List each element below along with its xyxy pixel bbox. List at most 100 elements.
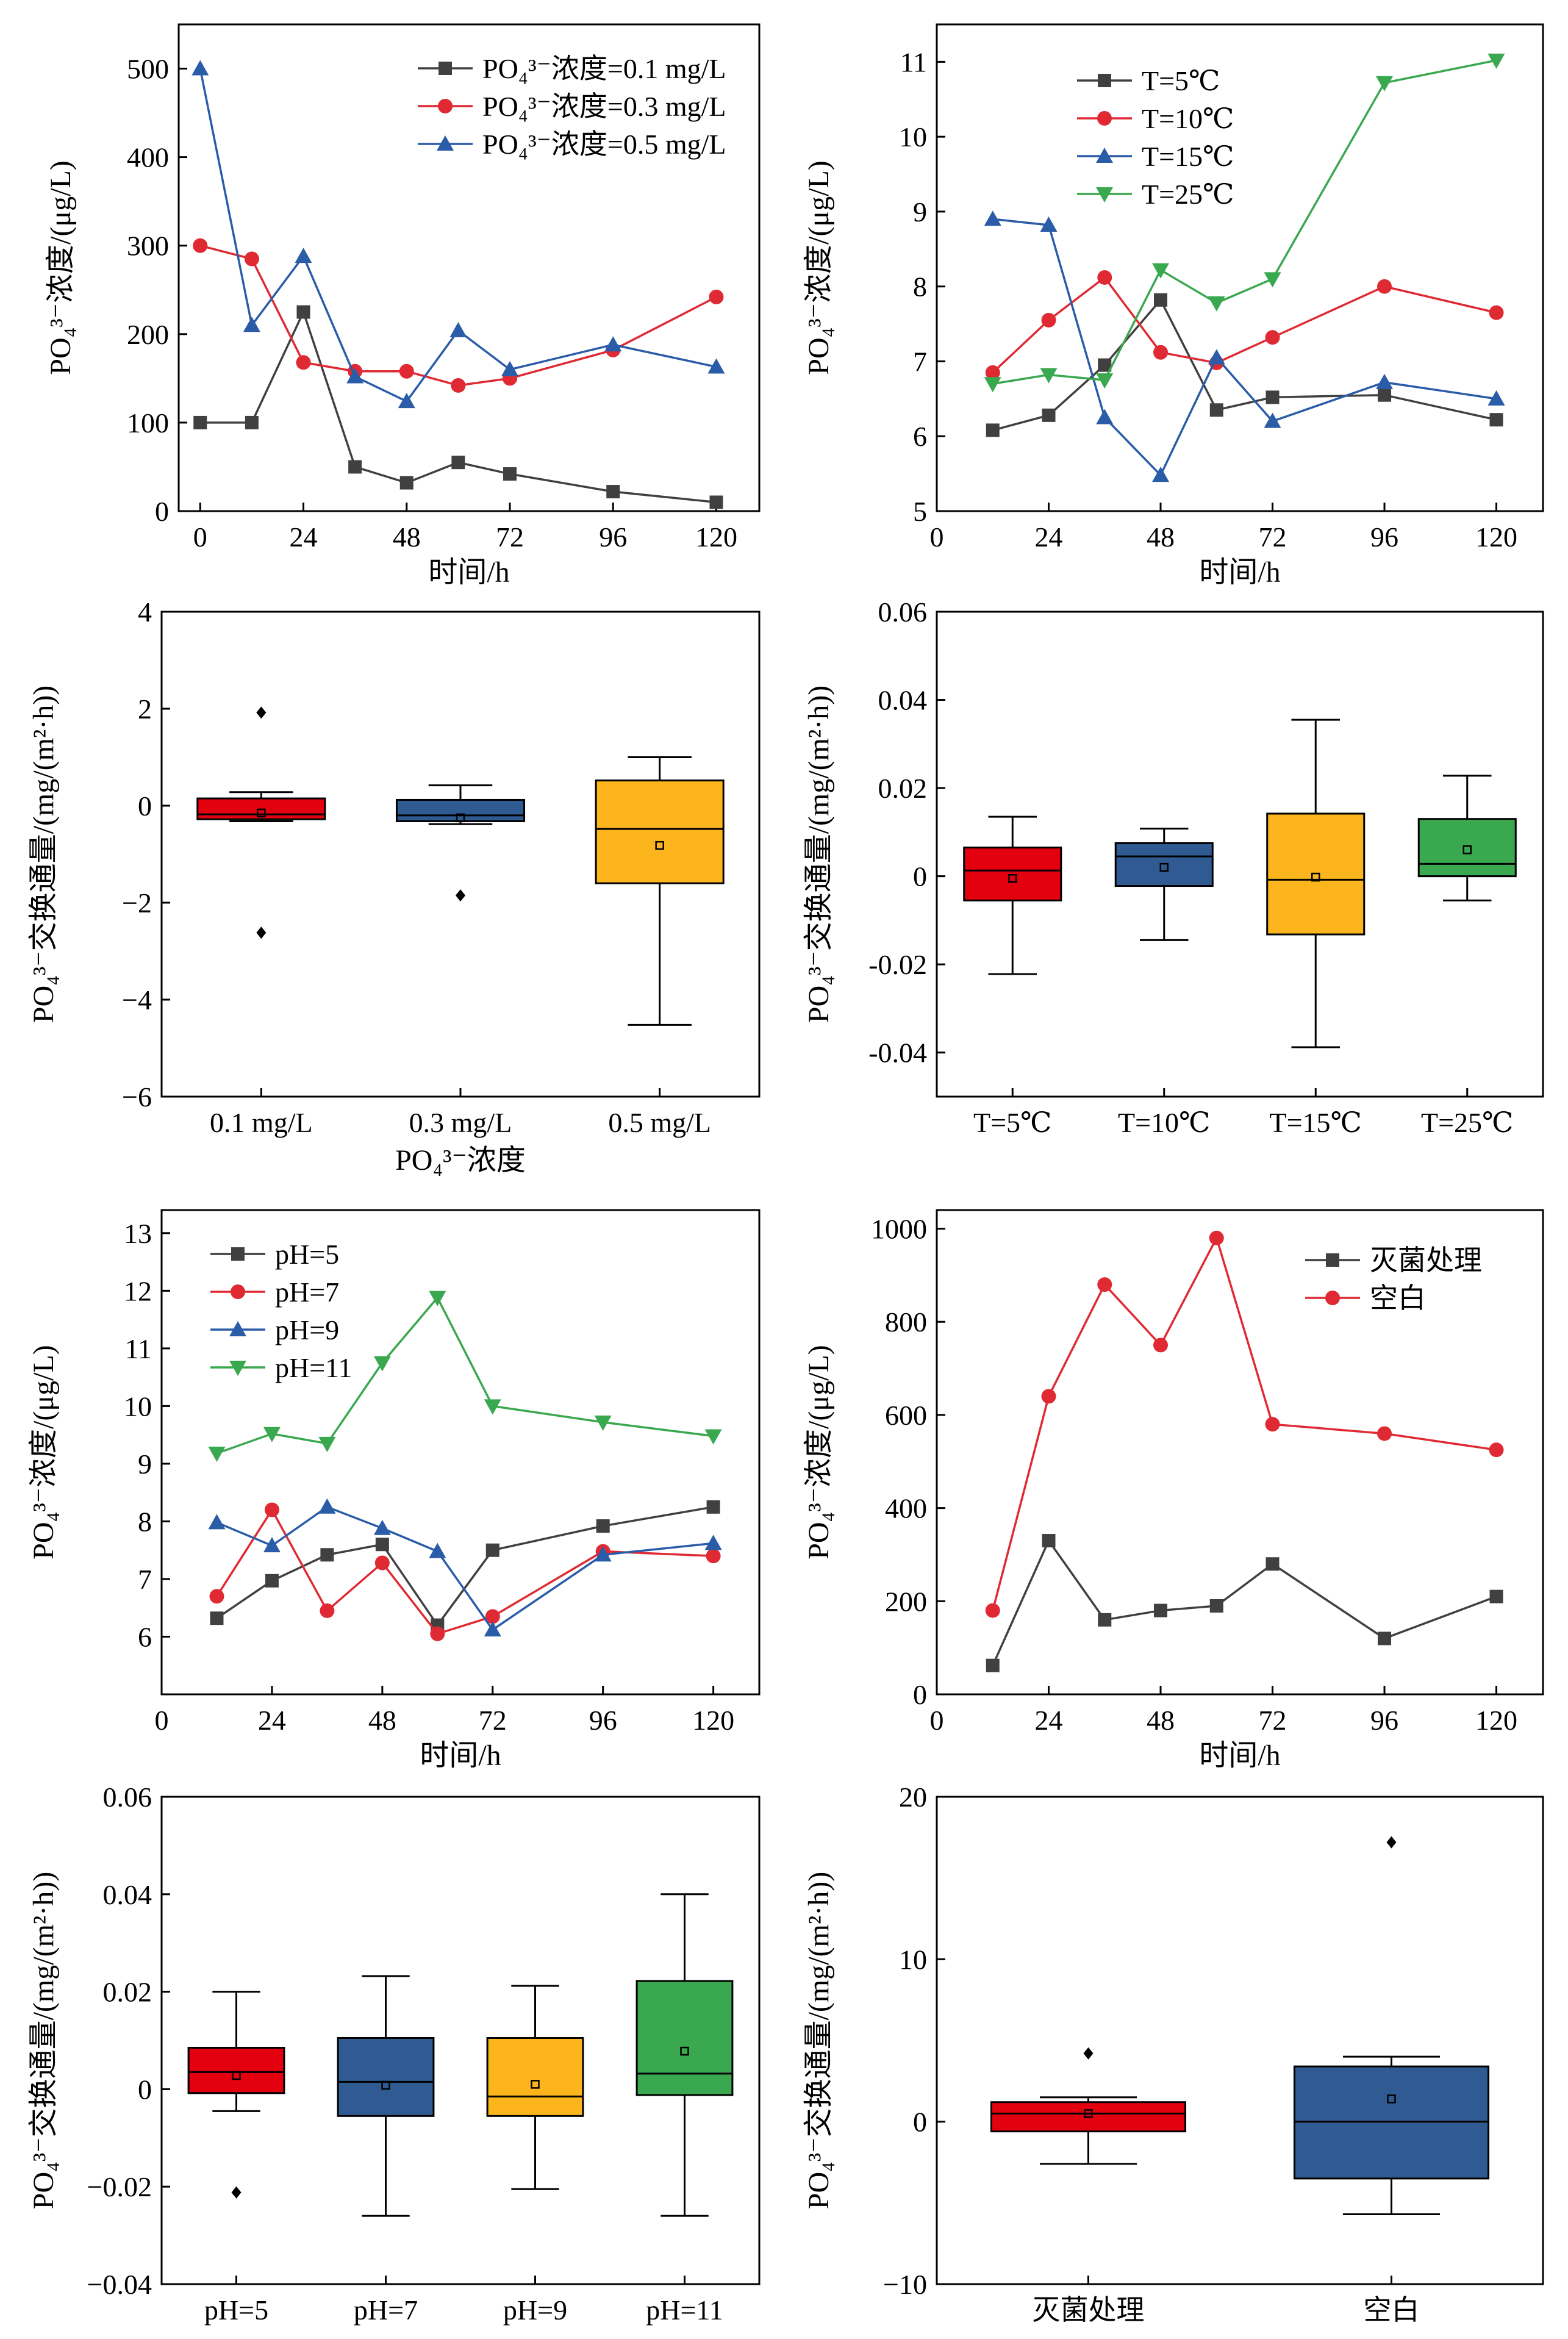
x-tick-label: 120 <box>1475 1705 1517 1736</box>
y-tick-label: −10 <box>883 2269 927 2300</box>
plot-frame <box>160 1209 761 1696</box>
data-point <box>594 1415 612 1431</box>
y-axis-title: PO₄³⁻交换通量/(mg/(m²·h)) <box>803 1872 835 2209</box>
box-1 <box>196 706 326 939</box>
y-tick-label: −6 <box>122 1081 152 1112</box>
data-point <box>985 1603 1000 1618</box>
data-point <box>1378 388 1392 402</box>
series-line <box>992 276 1497 374</box>
data-point <box>348 460 362 474</box>
series-1 <box>193 305 723 509</box>
legend-label: pH=9 <box>275 1314 339 1345</box>
plot-frame <box>936 611 1544 1098</box>
series-4 <box>984 53 1505 393</box>
y-tick-label: 5 <box>913 496 927 527</box>
mean-marker <box>1462 845 1472 854</box>
data-point <box>1209 1230 1224 1245</box>
y-tick-label: 8 <box>138 1506 152 1537</box>
data-point <box>706 1549 721 1564</box>
chart-panel-3: −6 −4 −2 0 2 4 PO₄³⁻交换通量/(mg/(m²·h)) 0.1 mg/L 0.… <box>27 596 761 1177</box>
series-3 <box>984 210 1505 482</box>
x-tick-label: T=5℃ <box>973 1107 1052 1138</box>
y-tick-label: 11 <box>125 1333 152 1364</box>
data-point <box>986 1658 1000 1672</box>
data-point <box>485 1609 500 1624</box>
data-point <box>1265 390 1280 404</box>
legend-item: pH=11 <box>210 1352 352 1383</box>
legend-marker <box>231 1284 245 1299</box>
series-2 <box>985 1230 1504 1618</box>
y-tick-label: 600 <box>885 1400 927 1431</box>
x-axis-title: 时间/h <box>420 1739 501 1772</box>
x-axis-title: 时间/h <box>1199 556 1280 589</box>
x-tick-label: 空白 <box>1364 2294 1420 2326</box>
mean-marker <box>680 2046 689 2056</box>
legend-item: T=25℃ <box>1077 179 1234 210</box>
chart-panel-1: 0 100 200 300 400 500 PO₄³⁻浓度/(μg/L) 0 24 48 72 96 1… <box>45 23 761 589</box>
data-point <box>1489 1442 1504 1458</box>
data-point <box>210 1611 224 1625</box>
y-tick-label: 20 <box>899 1782 927 1813</box>
chart-panel-6: 0 200 400 600 800 1000 PO₄³⁻浓度/(μg/L) 0 24 48 72 96… <box>803 1209 1544 1772</box>
y-tick-label: 0 <box>913 2107 927 2138</box>
data-point <box>320 1548 334 1562</box>
y-tick-label: 200 <box>127 319 169 350</box>
box-1 <box>187 1991 285 2199</box>
data-point <box>399 364 414 379</box>
data-point <box>296 305 310 319</box>
legend-marker <box>231 1247 245 1261</box>
outlier-point <box>1083 2047 1094 2060</box>
box-iqr <box>595 779 725 884</box>
series-2 <box>193 238 724 393</box>
data-point <box>1377 279 1392 294</box>
chart-panel-8: −10 0 10 20 PO₄³⁻交换通量/(mg/(m²·h)) 灭菌处理 空白 <box>803 1782 1544 2326</box>
data-point <box>451 456 465 470</box>
y-tick-label: 11 <box>900 46 927 77</box>
y-tick-label: 400 <box>885 1493 927 1524</box>
x-axis-title: 时间/h <box>1199 1739 1280 1772</box>
y-tick-label: 0 <box>913 861 927 892</box>
data-point <box>1040 217 1058 232</box>
y-tick-label: -0.04 <box>868 1037 927 1069</box>
x-tick-label: 96 <box>589 1705 617 1736</box>
y-tick-label: 0.04 <box>103 1879 152 1910</box>
x-tick-label: pH=11 <box>646 2294 723 2326</box>
data-point <box>244 251 259 267</box>
legend-marker <box>1326 1253 1339 1267</box>
legend-marker <box>1098 74 1111 87</box>
box-2 <box>337 1975 435 2217</box>
x-tick-label: 灭菌处理 <box>1033 2294 1145 2326</box>
y-tick-label: 100 <box>127 407 169 439</box>
mean-marker <box>1159 862 1169 872</box>
series-line <box>199 245 717 387</box>
data-point <box>1489 305 1504 320</box>
legend-label: pH=7 <box>275 1277 339 1308</box>
data-point <box>451 378 466 393</box>
data-point <box>704 1429 722 1445</box>
legend-item: T=5℃ <box>1077 65 1220 96</box>
box-3 <box>1266 718 1366 1048</box>
y-tick-label: 500 <box>127 54 169 85</box>
y-tick-label: −4 <box>122 984 152 1015</box>
legend-label: PO₄³⁻浓度=0.1 mg/L <box>482 53 726 84</box>
y-axis-title: PO₄³⁻浓度/(μg/L) <box>803 160 835 375</box>
y-tick-label: 10 <box>124 1391 152 1422</box>
legend-item: PO₄³⁻浓度=0.1 mg/L <box>418 53 726 84</box>
data-point <box>1153 345 1169 360</box>
legend-label: T=5℃ <box>1142 65 1220 96</box>
data-point <box>1209 403 1223 417</box>
data-point <box>1265 330 1280 345</box>
y-tick-label: 0 <box>155 496 169 527</box>
box-4 <box>1417 775 1517 901</box>
series-2 <box>985 270 1504 380</box>
data-point <box>346 368 364 384</box>
data-point <box>1264 412 1281 428</box>
x-tick-label: T=25℃ <box>1421 1107 1514 1138</box>
x-tick-label: 48 <box>368 1705 396 1736</box>
y-tick-label: -0.02 <box>868 949 927 980</box>
mean-marker <box>257 808 266 818</box>
y-tick-label: 6 <box>138 1621 152 1652</box>
y-tick-label: 9 <box>913 196 927 227</box>
y-tick-label: 10 <box>899 1944 927 1975</box>
data-point <box>984 377 1001 393</box>
